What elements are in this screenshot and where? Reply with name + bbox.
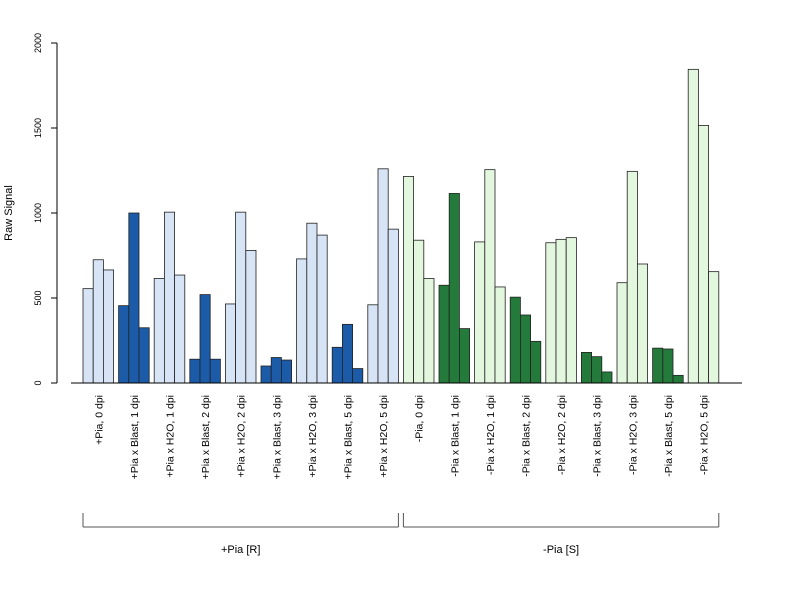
bar [224, 303, 236, 384]
x-tick-label: -Pia x H2O, 2 dpi [556, 395, 568, 475]
bar [352, 368, 364, 384]
bar [118, 305, 130, 384]
bar [626, 170, 638, 384]
bar [520, 314, 532, 384]
bar [189, 358, 201, 384]
x-tick-label: +Pia x Blast, 1 dpi [129, 395, 141, 479]
x-tick-label: +Pia x Blast, 3 dpi [271, 395, 283, 479]
bar [331, 346, 343, 384]
bar [708, 271, 720, 384]
bar [448, 193, 460, 384]
bar [555, 238, 567, 384]
bar [672, 374, 684, 384]
bar [82, 288, 94, 384]
bar [235, 211, 247, 384]
x-tick-label: -Pia x H2O, 1 dpi [485, 395, 497, 475]
y-axis-label: Raw Signal [3, 185, 15, 241]
bar [698, 125, 710, 384]
bar [260, 365, 272, 384]
group-brackets: +Pia [R] -Pia [S] [82, 513, 720, 556]
bar [163, 211, 175, 384]
x-tick-label: +Pia x H2O, 3 dpi [307, 395, 319, 478]
bar [509, 296, 521, 384]
bar [652, 347, 664, 384]
bar [199, 294, 211, 384]
bar [245, 249, 257, 384]
bar [209, 358, 221, 384]
bar [565, 237, 577, 384]
x-tick-labels: +Pia, 0 dpi +Pia x Blast, 1 dpi +Pia x H2O… [93, 395, 710, 479]
x-tick-label: -Pia x Blast, 1 dpi [449, 395, 461, 477]
bar [138, 327, 150, 384]
bar [687, 68, 699, 384]
bar [494, 286, 506, 384]
bars [82, 68, 720, 384]
group-label: +Pia [R] [221, 544, 260, 556]
bar [474, 241, 486, 384]
bar [153, 278, 165, 384]
bar [662, 348, 674, 384]
bar [402, 176, 414, 384]
group-label: -Pia [S] [543, 544, 579, 556]
bar [103, 269, 115, 384]
y-tick-label: 0 [33, 380, 43, 385]
bar [601, 371, 613, 384]
x-tick-label: +Pia x H2O, 2 dpi [236, 395, 248, 478]
y-tick-label: 2000 [33, 33, 43, 53]
y-tick-label: 1500 [33, 118, 43, 138]
x-tick-label: +Pia x H2O, 5 dpi [378, 395, 390, 478]
x-tick-label: +Pia x H2O, 1 dpi [165, 395, 177, 478]
bar [545, 242, 557, 384]
x-tick-label: -Pia x Blast, 5 dpi [663, 395, 675, 477]
x-tick-label: +Pia x Blast, 5 dpi [343, 395, 355, 479]
x-tick-label: +Pia, 0 dpi [93, 395, 105, 445]
bar [637, 263, 649, 384]
y-axis: 0 500 1000 1500 2000 [33, 33, 58, 386]
y-tick-label: 1000 [33, 203, 43, 223]
x-tick-label: -Pia x Blast, 2 dpi [521, 395, 533, 477]
x-tick-label: -Pia x H2O, 3 dpi [627, 395, 639, 475]
bar [306, 222, 318, 384]
x-tick-label: -Pia x H2O, 5 dpi [699, 395, 711, 475]
bar [591, 356, 603, 384]
bar [367, 304, 379, 384]
bar [92, 259, 104, 384]
x-tick-label: +Pia x Blast, 2 dpi [200, 395, 212, 479]
bar [280, 359, 292, 384]
bar [581, 351, 593, 384]
bar [270, 357, 282, 384]
bar [413, 239, 425, 384]
bar [530, 340, 542, 384]
x-tick-label: -Pia x Blast, 3 dpi [592, 395, 604, 477]
bar [341, 323, 353, 384]
bar [316, 234, 328, 384]
bar [387, 228, 399, 384]
bar [174, 274, 186, 384]
y-tick-label: 500 [33, 290, 43, 305]
bar [458, 328, 470, 384]
bar [128, 212, 140, 384]
bar [616, 282, 628, 384]
bar [438, 284, 450, 384]
bar [484, 169, 496, 384]
bar [296, 258, 308, 384]
bar [377, 168, 389, 384]
bar [423, 278, 435, 384]
x-tick-label: -Pia, 0 dpi [414, 395, 426, 442]
